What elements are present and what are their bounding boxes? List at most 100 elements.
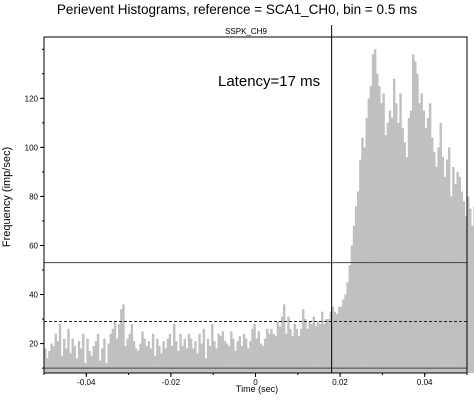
histogram-bar: [67, 328, 70, 373]
histogram-bar: [185, 348, 189, 373]
histogram-bar: [354, 206, 358, 373]
histogram-bar: [289, 328, 292, 373]
histogram-bar: [399, 93, 402, 374]
histogram-bar: [46, 358, 49, 373]
histogram-bar: [137, 350, 140, 373]
x-tick-label: -0.04: [77, 378, 96, 387]
histogram-bar: [426, 117, 430, 374]
histogram-bar: [318, 323, 322, 373]
x-tick-label: -0.02: [162, 378, 181, 387]
histogram-bar: [141, 331, 144, 373]
histogram-bar: [71, 338, 74, 373]
histogram-bar: [44, 348, 47, 373]
x-tick-label: 0.04: [417, 378, 433, 387]
histogram-bar: [88, 350, 91, 373]
histogram-bar: [340, 306, 343, 373]
x-tick-label: 0.02: [332, 378, 348, 387]
histogram-bar: [153, 355, 157, 373]
histogram-bar: [206, 338, 210, 373]
histogram-bar: [124, 346, 127, 373]
histogram-bar: [194, 341, 197, 373]
y-tick-label: 20: [29, 340, 38, 349]
histogram-bar: [329, 311, 332, 373]
histogram-bar: [386, 122, 390, 373]
histogram-bar: [304, 319, 307, 373]
histogram-bar: [435, 166, 438, 373]
histogram-bar: [177, 350, 180, 373]
histogram-bar: [390, 117, 394, 374]
histogram-bar: [215, 348, 218, 373]
histogram-bar: [98, 360, 102, 373]
histogram-bar: [115, 338, 119, 373]
histogram-bar: [299, 328, 303, 373]
histogram-bar: [412, 54, 415, 374]
histogram-bar: [242, 333, 246, 373]
histogram-bar: [173, 323, 176, 373]
histogram-bar: [278, 326, 282, 373]
histogram-bar: [238, 336, 241, 373]
histogram-bar: [164, 348, 167, 373]
histogram-bar: [160, 353, 163, 373]
histogram-bar: [221, 331, 225, 373]
histogram-bar: [405, 157, 409, 373]
histogram-bar: [65, 348, 68, 373]
x-axis-label: Time (sec): [236, 384, 278, 394]
histogram-bar: [420, 93, 423, 374]
histogram-bar: [179, 333, 182, 373]
histogram-bars: [44, 49, 474, 374]
histogram-bar: [236, 341, 239, 373]
histogram-bar: [384, 135, 387, 373]
histogram-bar: [77, 341, 81, 373]
histogram-bar: [272, 333, 275, 373]
histogram-bar: [350, 245, 354, 373]
histogram-bar: [158, 346, 161, 373]
histogram-bar: [321, 311, 324, 373]
histogram-bar: [187, 333, 191, 373]
histogram-bar: [247, 348, 250, 373]
histogram-bar: [297, 336, 301, 373]
histogram-bar: [335, 314, 339, 373]
histogram-bar: [428, 103, 432, 373]
histogram-bar: [211, 323, 214, 373]
histogram-bar: [204, 358, 208, 373]
histogram-bar: [183, 338, 187, 373]
histogram-bar: [365, 117, 368, 374]
histogram-bar: [357, 191, 360, 373]
histogram-bar: [217, 333, 220, 373]
histogram-bar: [348, 265, 351, 373]
histogram-bar: [270, 328, 273, 373]
histogram-bar: [454, 184, 457, 373]
histogram-bar: [75, 358, 79, 373]
histogram-bar: [234, 350, 237, 373]
histogram-bar: [441, 157, 445, 373]
x-tick-label: 0: [253, 378, 258, 387]
chart-subtitle: SSPK_CH9: [225, 27, 267, 36]
histogram-bar: [170, 346, 174, 373]
histogram-bar: [403, 142, 406, 373]
histogram-bar: [450, 196, 453, 373]
histogram-bar: [464, 216, 468, 373]
histogram-bar: [447, 147, 451, 373]
histogram-bar: [293, 323, 296, 373]
histogram-bar: [196, 353, 199, 373]
histogram-bar: [166, 338, 170, 373]
histogram-bar: [452, 166, 455, 373]
histogram-bar: [344, 294, 347, 373]
histogram-bar: [462, 201, 466, 373]
histogram-bar: [213, 341, 216, 373]
histogram-bar: [228, 346, 231, 373]
histogram-bar: [101, 348, 104, 373]
histogram-bar: [308, 321, 311, 373]
histogram-bar: [378, 86, 381, 374]
histogram-bar: [323, 323, 326, 373]
histogram-bar: [380, 103, 383, 373]
histogram-bar: [369, 86, 373, 374]
histogram-bar: [244, 338, 248, 373]
histogram-bar: [192, 348, 195, 373]
histogram-bar: [276, 321, 280, 373]
histogram-bar: [257, 331, 261, 373]
y-axis-label: Frequency (imp/sec): [1, 147, 13, 247]
histogram-bar: [120, 309, 123, 373]
histogram-bar: [240, 346, 244, 373]
histogram-bar: [367, 98, 371, 373]
